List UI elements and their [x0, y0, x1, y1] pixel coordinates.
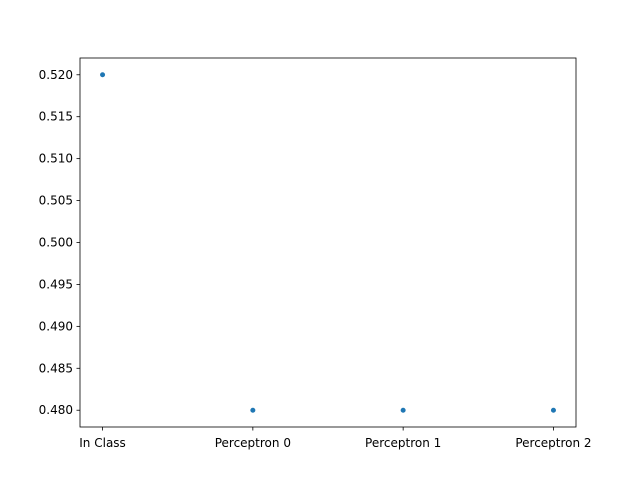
data-points [100, 72, 556, 413]
x-tick-label: Perceptron 1 [365, 436, 441, 450]
y-tick-label: 0.500 [39, 236, 73, 250]
data-point [400, 407, 406, 413]
x-tick-label: In Class [79, 436, 126, 450]
y-tick-label: 0.520 [39, 68, 73, 82]
y-tick-label: 0.490 [39, 319, 73, 333]
x-tick-label: Perceptron 0 [215, 436, 291, 450]
y-tick-label: 0.485 [39, 361, 73, 375]
y-axis: 0.480 0.485 0.490 0.495 0.500 0.505 0.510 0.515… [39, 68, 80, 417]
data-point [550, 407, 556, 413]
y-tick-label: 0.480 [39, 403, 73, 417]
y-tick-label: 0.515 [39, 110, 73, 124]
y-tick-label: 0.510 [39, 152, 73, 166]
data-point [100, 72, 106, 78]
y-tick-label: 0.505 [39, 194, 73, 208]
y-tick-label: 0.495 [39, 277, 73, 291]
data-point [250, 407, 256, 413]
x-tick-label: Perceptron 2 [515, 436, 591, 450]
x-axis: In Class Perceptron 0 Perceptron 1 Perceptr… [79, 427, 592, 450]
